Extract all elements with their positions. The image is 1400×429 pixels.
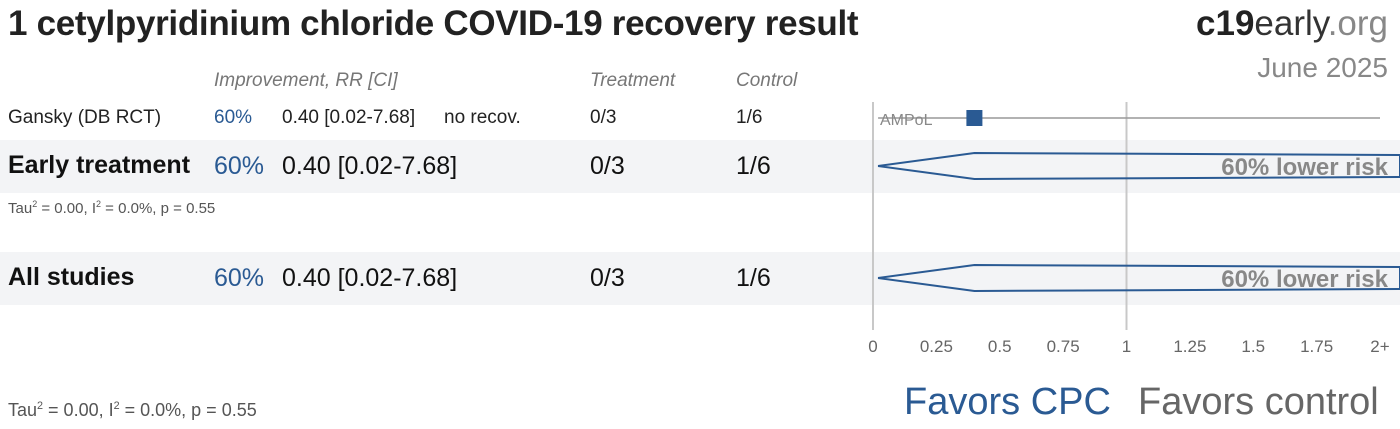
tau-prefix: Tau <box>8 200 33 217</box>
study-control: 1/6 <box>736 107 763 128</box>
brand-rest: early <box>1254 4 1328 43</box>
x-tick-label: 1.75 <box>1300 337 1333 356</box>
header-control: Control <box>736 70 798 91</box>
favors-treatment-label: Favors CPC <box>904 381 1111 423</box>
header-treatment: Treatment <box>590 70 676 91</box>
early-rr-ci: 0.40 [0.02-7.68] <box>282 152 458 180</box>
x-tick-label: 0.5 <box>988 337 1012 356</box>
study-tag-label: AMPoL <box>880 112 933 129</box>
row-band-all <box>0 252 1400 305</box>
early-improvement: 60% <box>214 152 265 180</box>
study-point <box>966 110 983 126</box>
study-rr-ci: 0.40 [0.02-7.68] <box>282 107 416 128</box>
all-treatment: 0/3 <box>590 264 625 292</box>
pooled-summary-label: 60% lower risk <box>1221 266 1388 293</box>
all-control: 1/6 <box>736 264 771 292</box>
favors-control-label: Favors control <box>1138 381 1379 423</box>
i-prefix: = 0.00, I <box>43 400 114 420</box>
header-improvement: Improvement, RR [CI] <box>214 70 398 91</box>
x-tick-label: 1.5 <box>1241 337 1265 356</box>
het-rest: = 0.0%, p = 0.55 <box>101 200 216 217</box>
study-treatment: 0/3 <box>590 107 617 128</box>
study-label: Gansky (DB RCT) <box>8 107 162 128</box>
tau-prefix: Tau <box>8 400 38 420</box>
sup-2: 2 <box>32 199 38 209</box>
page-title: 1 cetylpyridinium chloride COVID-19 reco… <box>8 4 859 43</box>
x-tick-label: 0.25 <box>920 337 953 356</box>
sup-2: 2 <box>37 400 44 412</box>
sup-2: 2 <box>96 199 102 209</box>
all-studies-label: All studies <box>8 263 135 291</box>
all-improvement: 60% <box>214 264 265 292</box>
het-rest: = 0.0%, p = 0.55 <box>119 400 257 420</box>
brand-logo[interactable]: c19early.org <box>1196 4 1388 44</box>
x-tick-label: 0 <box>868 337 877 356</box>
i-prefix: = 0.00, I <box>37 200 96 217</box>
row-band-early <box>0 140 1400 193</box>
pooled-summary-label: 60% lower risk <box>1221 154 1388 181</box>
study-improvement: 60% <box>214 107 253 128</box>
early-control: 1/6 <box>736 152 771 180</box>
all-rr-ci: 0.40 [0.02-7.68] <box>282 264 458 292</box>
x-tick-label: 1 <box>1122 337 1131 356</box>
brand-bold: c19 <box>1196 4 1255 43</box>
study-outcome: no recov. <box>444 107 521 128</box>
heterogeneity-all: Tau2 = 0.00, I2 = 0.0%, p = 0.55 <box>8 400 257 421</box>
date-label: June 2025 <box>1257 52 1388 83</box>
brand-tld: .org <box>1327 4 1388 43</box>
pooled-diamond <box>877 263 1400 293</box>
pooled-diamond <box>877 151 1400 181</box>
x-tick-label: 1.25 <box>1173 337 1206 356</box>
x-tick-label: 0.75 <box>1047 337 1080 356</box>
early-treatment: 0/3 <box>590 152 625 180</box>
sup-2: 2 <box>113 400 120 412</box>
early-treatment-label: Early treatment <box>8 151 191 179</box>
x-tick-label: 2+ <box>1370 337 1389 356</box>
heterogeneity-early: Tau2 = 0.00, I2 = 0.0%, p = 0.55 <box>8 199 215 217</box>
